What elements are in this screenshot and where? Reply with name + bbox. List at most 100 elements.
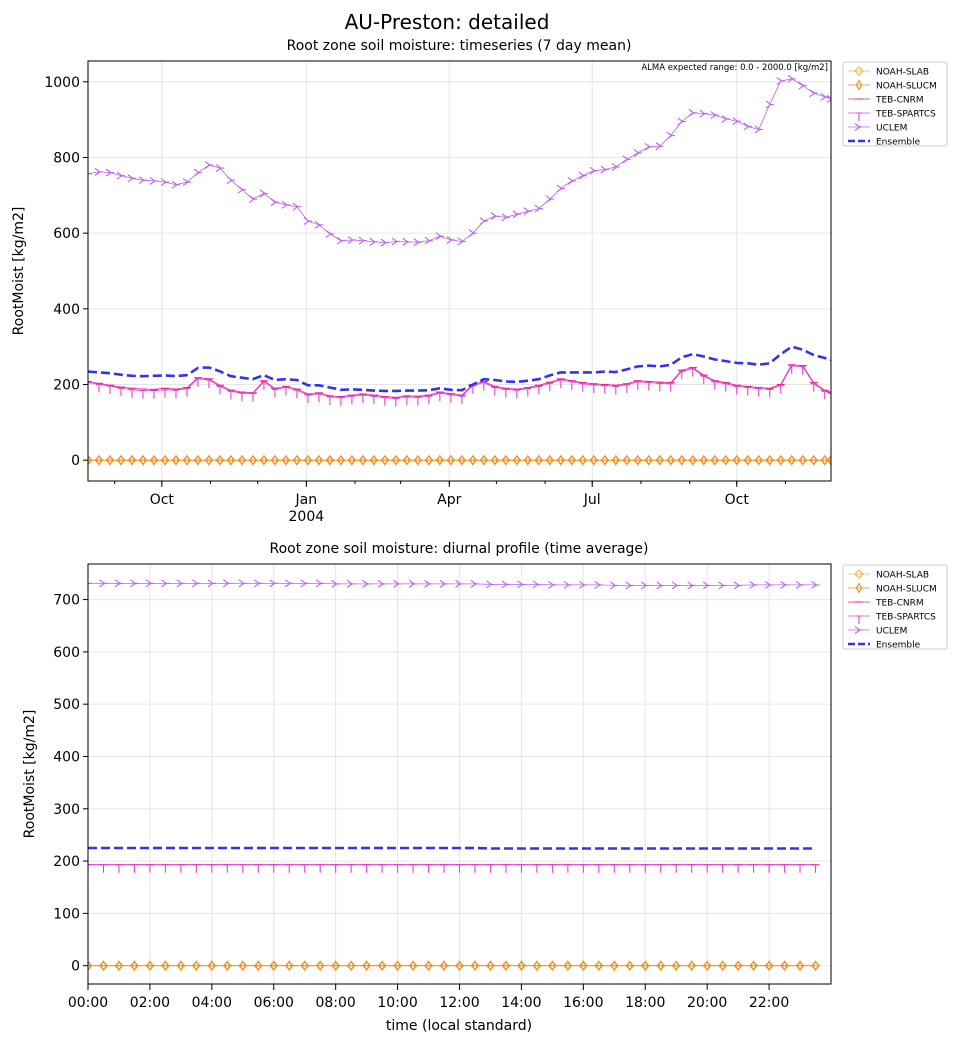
data-point-uclem [534,204,543,213]
data-point-teb-spartcs [564,864,571,873]
data-point-noah-slucm [161,454,169,466]
data-point-uclem [688,108,697,117]
data-point-noah-slucm [326,454,334,466]
data-point-noah-slucm [595,960,603,972]
data-point-teb-spartcs [117,387,124,397]
data-point-uclem [640,581,650,590]
x-tick-label: 02:00 [130,995,170,1011]
data-point-noah-slucm [363,960,370,972]
data-point-noah-slucm [688,960,695,972]
data-point-uclem [470,579,479,588]
data-point-uclem [677,117,686,126]
data-point-uclem [331,579,340,588]
data-point-noah-slucm [205,454,213,466]
data-point-uclem [687,581,696,590]
data-point-noah-slucm [766,454,773,466]
data-point-uclem [644,142,653,151]
data-point-noah-slucm [282,454,290,466]
data-point-noah-slucm [491,454,499,466]
data-point-noah-slucm [139,454,147,466]
data-point-teb-spartcs [612,385,619,395]
data-point-teb-spartcs [595,864,602,873]
data-point-teb-spartcs [799,366,806,375]
data-point-uclem [439,579,449,588]
data-point-noah-slucm [304,454,312,466]
legend-label: UCLEM [876,124,907,134]
diurnal-plot-area [88,579,821,972]
data-point-teb-spartcs [711,381,718,390]
data-point-uclem [699,109,708,118]
data-point-teb-spartcs [260,381,267,390]
series-noah-slucm [88,960,819,972]
legend-box [842,564,948,650]
data-point-uclem [749,580,758,589]
timeseries-frame [87,60,832,482]
data-point-noah-slucm [634,454,642,466]
data-point-noah-slucm [750,960,757,972]
legend-marker [856,615,862,624]
x-tick-label: 06:00 [254,995,294,1011]
legend-item-teb-cnrm: TEB-CNRM [848,96,924,106]
data-point-teb-spartcs [557,379,564,388]
legend-label: TEB-CNRM [875,96,924,106]
data-point-noah-slucm [612,454,620,466]
data-point-uclem [548,580,557,589]
data-point-uclem [171,180,180,189]
data-point-teb-spartcs [810,383,817,392]
data-point-uclem [259,189,268,198]
data-point-teb-spartcs [193,864,200,873]
data-point-teb-spartcs [381,397,388,406]
data-point-noah-slucm [285,960,293,972]
y-tick-label: 800 [53,150,80,166]
data-point-uclem [253,579,263,588]
data-point-noah-slucm [440,960,448,972]
data-point-uclem [358,236,367,245]
data-point-noah-slucm [347,960,355,972]
data-point-teb-spartcs [623,384,630,393]
timeseries-ylabel: RootMoist [kg/m2] [11,207,27,336]
data-point-noah-slucm [703,960,711,972]
y-tick-label: 700 [53,593,80,609]
data-point-noah-slucm [513,454,521,466]
legend-label: NOAH-SLUCM [876,82,937,92]
legend-marker [854,626,863,634]
data-point-uclem [446,236,455,244]
data-point-uclem [655,142,664,151]
data-point-uclem [248,195,257,204]
data-point-noah-slucm [249,454,257,466]
data-point-teb-spartcs [414,396,421,406]
data-point-noah-slucm [827,454,831,466]
data-point-teb-spartcs [441,864,448,873]
data-point-noah-slucm [657,960,664,972]
timeseries-annotation: ALMA expected range: 0.0 - 2000.0 [kg/m2… [641,63,828,73]
data-point-noah-slucm [810,454,817,466]
data-point-teb-spartcs [106,385,113,395]
data-point-noah-slucm [315,454,323,466]
data-point-teb-spartcs [392,397,399,407]
data-point-uclem [479,217,488,226]
legend-item-teb-spartcs: TEB-SPARTCS [848,110,936,121]
data-point-noah-slucm [403,454,411,466]
data-point-teb-spartcs [533,864,540,873]
data-point-noah-slucm [601,454,609,466]
data-point-teb-spartcs [227,390,234,400]
data-point-uclem [578,171,587,180]
data-point-teb-spartcs [293,389,300,399]
data-point-teb-spartcs [828,392,831,402]
data-point-teb-spartcs [337,397,344,406]
data-point-noah-slucm [788,454,795,466]
data-point-uclem [413,238,422,247]
series-noah-slucm [88,454,831,466]
data-point-uclem [733,581,743,590]
x-tick-label: 00:00 [68,995,108,1011]
data-point-noah-slucm [733,454,740,466]
x-tick-label: Apr [437,492,461,508]
data-point-teb-spartcs [755,388,762,397]
data-point-uclem [486,580,495,589]
data-point-noah-slucm [128,454,136,466]
data-point-uclem [435,232,444,241]
legend-marker [854,569,864,579]
data-point-uclem [116,171,125,180]
data-point-uclem [787,74,796,83]
